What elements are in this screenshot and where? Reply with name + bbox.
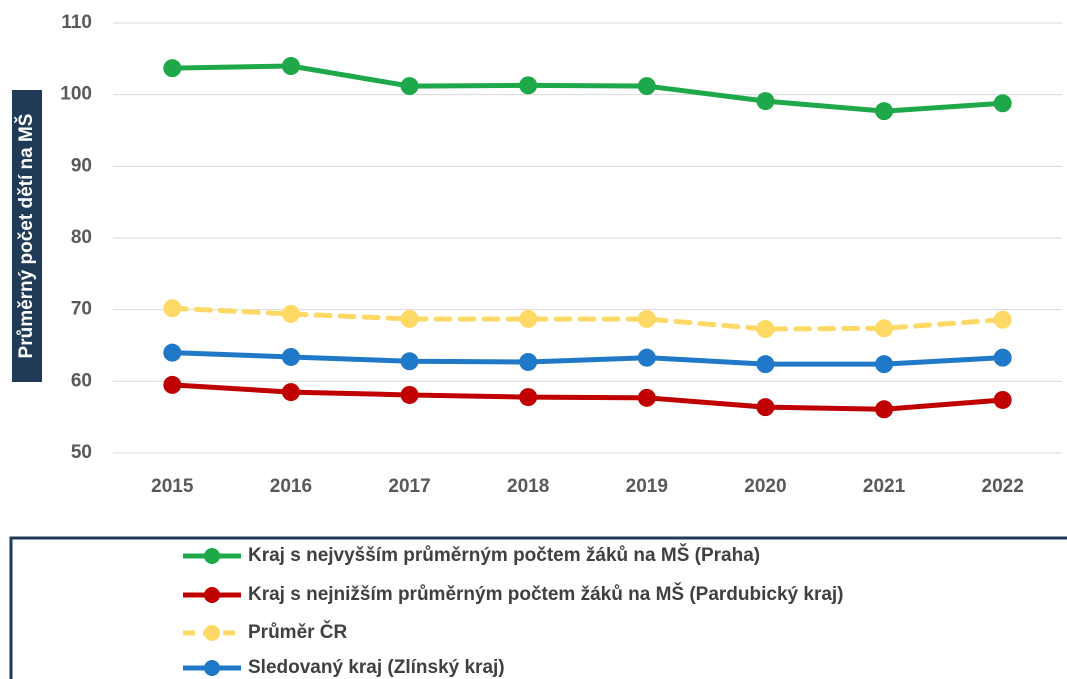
- data-point: [163, 299, 182, 318]
- series-line: [169, 305, 1006, 332]
- legend-label: Průměr ČR: [248, 621, 348, 643]
- legend-marker: [204, 587, 220, 603]
- x-tick-label: 2016: [270, 476, 312, 497]
- legend-label: Kraj s nejvyšším průměrným počtem žáků n…: [248, 544, 760, 566]
- data-point: [519, 352, 538, 371]
- data-point: [637, 348, 656, 367]
- legend-label: Kraj s nejnižším průměrným počtem žáků n…: [248, 583, 844, 605]
- data-point: [993, 94, 1012, 113]
- data-point: [519, 309, 538, 328]
- data-point: [756, 320, 775, 339]
- y-tick-label: 90: [71, 155, 92, 176]
- data-point: [993, 310, 1012, 329]
- data-point: [875, 355, 894, 374]
- data-point: [163, 375, 182, 394]
- legend-marker: [204, 625, 220, 641]
- y-axis-title: Průměrný počet dětí na MŠ: [15, 114, 37, 359]
- series-line: [169, 350, 1006, 367]
- legend-marker: [204, 660, 220, 676]
- x-tick-label: 2021: [863, 476, 906, 497]
- data-point: [756, 355, 775, 374]
- data-point: [281, 304, 300, 323]
- data-point: [756, 92, 775, 111]
- x-tick-label: 2015: [151, 476, 194, 497]
- data-point: [281, 347, 300, 366]
- x-tick-label: 2018: [507, 476, 549, 497]
- data-point: [281, 57, 300, 75]
- y-tick-label: 70: [71, 299, 92, 320]
- data-point: [281, 383, 300, 402]
- data-point: [400, 352, 419, 371]
- data-point: [637, 309, 656, 328]
- y-tick-label: 110: [61, 12, 92, 33]
- data-point: [400, 385, 419, 404]
- data-point: [163, 343, 182, 362]
- series-line: [169, 63, 1006, 114]
- x-tick-label: 2017: [388, 476, 430, 497]
- data-point: [637, 388, 656, 407]
- data-point: [993, 348, 1012, 367]
- data-point: [637, 77, 656, 96]
- legend-label: Sledovaný kraj (Zlínský kraj): [248, 657, 505, 678]
- x-tick-label: 2020: [744, 476, 786, 497]
- y-axis-title-box: [12, 90, 42, 382]
- data-point: [993, 390, 1012, 409]
- legend-box: [9, 536, 1067, 679]
- data-point: [519, 388, 538, 407]
- y-tick-label: 60: [71, 370, 92, 391]
- x-tick-label: 2022: [982, 476, 1024, 497]
- data-point: [400, 77, 419, 96]
- data-point: [875, 102, 894, 121]
- data-point: [163, 59, 182, 78]
- legend-marker: [204, 548, 220, 564]
- series-line: [169, 382, 1006, 412]
- y-tick-label: 100: [60, 84, 92, 105]
- data-point: [400, 309, 419, 328]
- x-tick-label: 2019: [626, 476, 668, 497]
- data-point: [519, 76, 538, 95]
- y-tick-label: 80: [71, 227, 92, 248]
- data-point: [756, 398, 775, 417]
- y-tick-label: 50: [71, 442, 92, 463]
- data-point: [875, 319, 894, 338]
- data-point: [875, 400, 894, 419]
